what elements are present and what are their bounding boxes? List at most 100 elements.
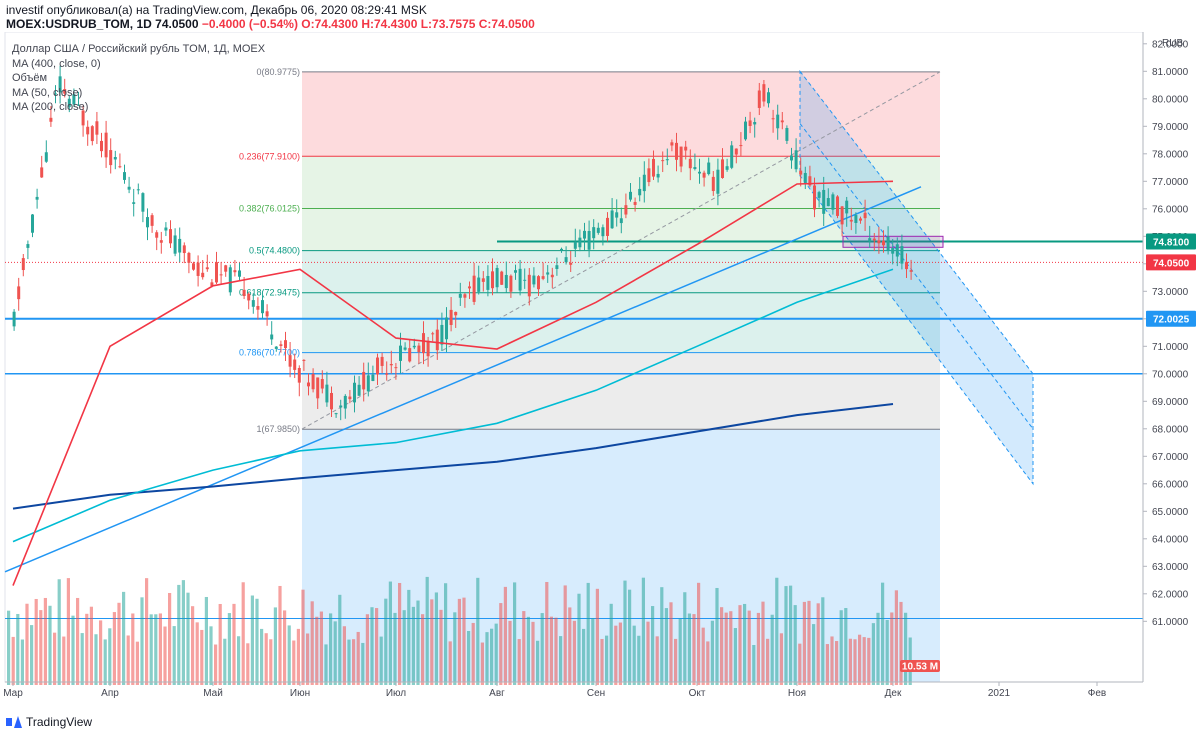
candle-body (799, 170, 803, 175)
candle-body (831, 194, 835, 210)
candle-body (215, 262, 218, 283)
candle-body (389, 364, 393, 366)
volume-bar (582, 628, 586, 685)
candle-body (274, 346, 278, 349)
candle-body (463, 294, 467, 298)
candle-body (205, 267, 209, 270)
legend-ma400[interactable]: MA (400, close, 0) (12, 57, 101, 70)
volume-bar (319, 611, 323, 685)
volume-bar (664, 608, 668, 685)
candle-body (297, 367, 301, 383)
candle-body (753, 122, 757, 125)
y-tick-label: 65.0000 (1152, 507, 1189, 518)
volume-bar (200, 629, 204, 685)
brand-label: TradingView (26, 715, 93, 729)
candle-body (803, 172, 807, 185)
volume-bar (577, 593, 581, 685)
candle-body (509, 275, 513, 292)
volume-bar (214, 644, 218, 685)
volume-bar (517, 639, 521, 685)
volume-bar (655, 636, 659, 685)
ma200-line (12, 268, 894, 543)
volume-bar (365, 614, 369, 685)
candle-body (366, 375, 370, 392)
volume-bar (720, 607, 724, 685)
volume-bar (508, 620, 512, 685)
candle-body (307, 382, 310, 387)
volume-bar (283, 610, 287, 685)
volume-bar (30, 625, 34, 685)
volume-bar (798, 643, 802, 685)
volume-bar (39, 610, 43, 685)
volume-bar (545, 581, 549, 685)
currency-label: RUB (1162, 38, 1183, 49)
candle-body (371, 374, 375, 382)
candle-body (426, 340, 430, 357)
volume-bar (168, 592, 172, 685)
candle-body (629, 191, 632, 200)
volume-bar (779, 633, 783, 685)
volume-bar (260, 628, 264, 685)
price-chart[interactable]: 0(80.9775) 0.236(77.9100) 0.382(76.0125) 0.… (0, 32, 1200, 708)
volume-bar (315, 616, 319, 685)
candle-body (670, 142, 674, 146)
volume-bar (108, 628, 112, 685)
volume-bar (536, 640, 540, 685)
candle-body (118, 166, 122, 168)
volume-bar (651, 606, 655, 685)
volume-bar (241, 582, 245, 685)
candle-body (81, 110, 85, 126)
fib-level-label: 1(67.9850) (256, 424, 300, 434)
candle-body (808, 176, 812, 186)
volume-bar (568, 607, 572, 685)
candle-body (504, 274, 508, 289)
tradingview-logo[interactable]: TradingView (6, 715, 92, 729)
candle-body (619, 218, 623, 224)
y-tick-label: 81.0000 (1152, 67, 1189, 78)
volume-bar (858, 634, 862, 685)
candle-body (642, 174, 646, 192)
volume-bar (53, 632, 57, 685)
candle-body (357, 384, 361, 396)
candle-body (67, 98, 71, 107)
candle-body (776, 114, 780, 129)
volume-bar (743, 603, 747, 685)
volume-bar (623, 580, 627, 685)
volume-bar (706, 641, 710, 685)
legend-volume[interactable]: Объём (12, 72, 48, 84)
candle-body (136, 189, 140, 191)
price-label-text: 74.0500 (1153, 258, 1190, 269)
candle-body (486, 275, 490, 290)
candle-body (127, 186, 131, 190)
volume-bar (232, 603, 236, 685)
candle-body (385, 373, 389, 375)
candle-body (711, 176, 715, 192)
candle-body (744, 121, 747, 140)
candle-body (182, 245, 186, 254)
fib-zone (302, 250, 940, 293)
candle-body (845, 200, 849, 214)
volume-bar (89, 606, 93, 685)
legend-ma200[interactable]: MA (200, close) (12, 101, 89, 113)
volume-bar (490, 628, 494, 685)
symbol-name[interactable]: MOEX:USDRUB_TOM, 1D (6, 17, 152, 31)
candle-body (514, 270, 517, 273)
x-tick-label: Мар (3, 688, 23, 699)
candle-body (113, 157, 117, 160)
candle-body (339, 405, 343, 408)
volume-bar (876, 612, 880, 685)
volume-bar (158, 613, 162, 685)
candle-body (596, 227, 600, 233)
publish-info: investif опубликовал(а) на TradingView.c… (6, 3, 427, 17)
candle-body (840, 206, 844, 225)
volume-bar (738, 605, 742, 685)
volume-bar (614, 625, 618, 685)
legend-ma50[interactable]: MA (50, close) (12, 86, 83, 99)
legend-title[interactable]: Доллар США / Российский рубль TOM, 1Д, M… (12, 43, 266, 55)
y-tick-label: 76.0000 (1152, 204, 1189, 215)
volume-bar (269, 639, 273, 685)
candle-body (104, 132, 108, 158)
candle-body (445, 317, 448, 340)
candle-body (826, 198, 830, 207)
volume-bar (434, 592, 438, 685)
